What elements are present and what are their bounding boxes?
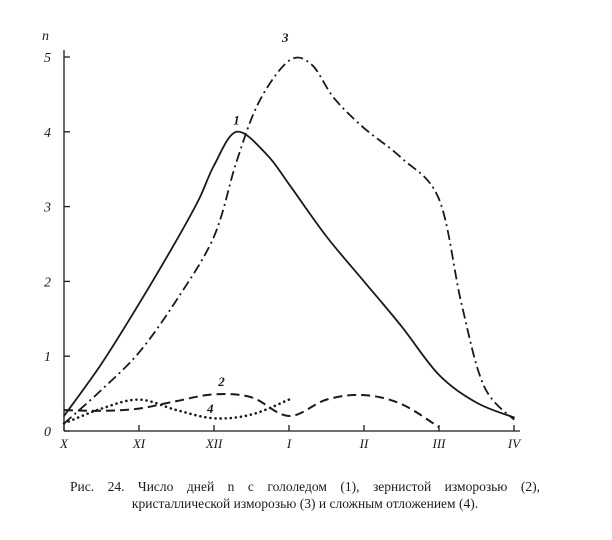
series-line-2: [63, 393, 440, 429]
figure-caption: Рис. 24. Число дней n с гололедом (1), з…: [70, 479, 540, 511]
y-tick-label-3: 3: [43, 201, 51, 216]
y-axis-label: n: [42, 29, 49, 44]
x-tick-label-IV: IV: [507, 436, 522, 451]
y-tick-label-0: 0: [44, 425, 51, 440]
series-line-3: [63, 56, 515, 425]
series-label-4: 4: [206, 401, 214, 416]
y-tick-label-5: 5: [44, 51, 51, 66]
series-label-1: 1: [233, 112, 240, 127]
x-tick-label-III: III: [432, 436, 447, 451]
series-line-4: [62, 398, 291, 425]
series-line-1: [63, 130, 515, 419]
x-tick-label-II: II: [359, 436, 369, 451]
series-label-2: 2: [217, 374, 225, 389]
y-tick-label-4: 4: [44, 126, 51, 141]
series-label-3: 3: [281, 30, 289, 45]
y-tick-label-2: 2: [44, 275, 51, 290]
x-tick-label-XII: XII: [205, 436, 223, 451]
x-tick-label-X: X: [59, 436, 69, 451]
y-tick-label-1: 1: [44, 350, 51, 365]
x-tick-label-I: I: [286, 436, 292, 451]
x-tick-label-XI: XI: [132, 436, 146, 451]
